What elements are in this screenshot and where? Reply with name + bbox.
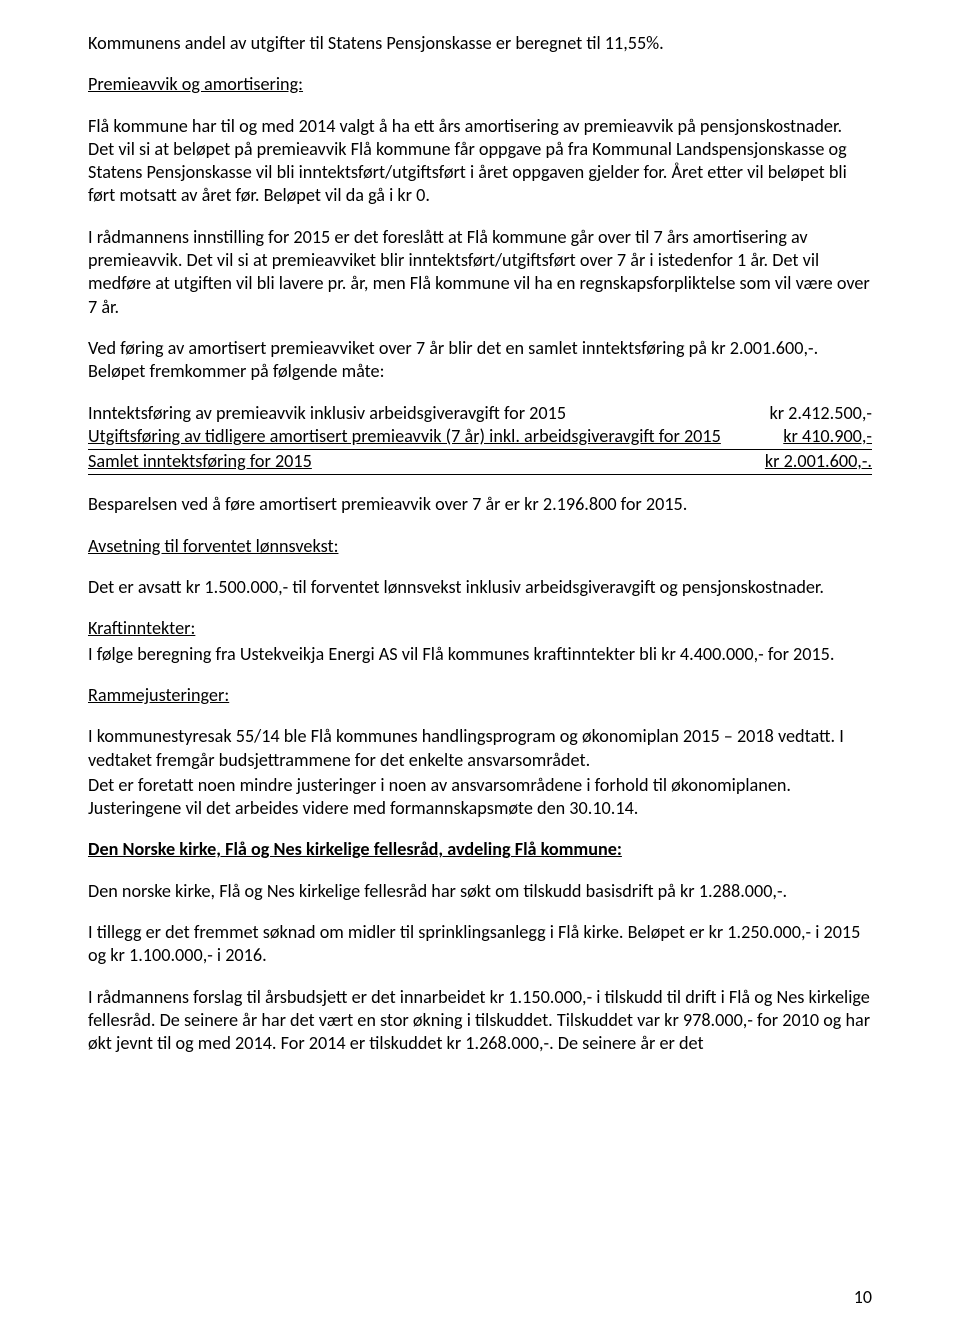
- paragraph: Ved føring av amortisert premieavviket o…: [88, 337, 872, 384]
- paragraph: I kommunestyresak 55/14 ble Flå kommunes…: [88, 725, 872, 772]
- paragraph: Besparelsen ved å føre amortisert premie…: [88, 493, 872, 516]
- amount-lines: Inntektsføring av premieavvik inklusiv a…: [88, 402, 872, 476]
- amount-row: Inntektsføring av premieavvik inklusiv a…: [88, 402, 872, 425]
- heading-premieavvik: Premieavvik og amortisering:: [88, 73, 872, 96]
- heading-kirke: Den Norske kirke, Flå og Nes kirkelige f…: [88, 838, 872, 861]
- page-number: 10: [854, 1286, 872, 1309]
- paragraph: I følge beregning fra Ustekveikja Energi…: [88, 643, 872, 666]
- paragraph: I rådmannens innstilling for 2015 er det…: [88, 226, 872, 319]
- amount-value: kr 410.900,-: [775, 425, 872, 448]
- paragraph: Kommunens andel av utgifter til Statens …: [88, 32, 872, 55]
- paragraph: Flå kommune har til og med 2014 valgt å …: [88, 115, 872, 208]
- paragraph: Den norske kirke, Flå og Nes kirkelige f…: [88, 880, 872, 903]
- paragraph: Det er avsatt kr 1.500.000,- til forvent…: [88, 576, 872, 599]
- amount-label: Utgiftsføring av tidligere amortisert pr…: [88, 425, 775, 448]
- amount-label: Inntektsføring av premieavvik inklusiv a…: [88, 402, 761, 425]
- heading-avsetning: Avsetning til forventet lønnsvekst:: [88, 535, 872, 558]
- document-page: Kommunens andel av utgifter til Statens …: [0, 0, 960, 1331]
- amount-row: Utgiftsføring av tidligere amortisert pr…: [88, 425, 872, 450]
- amount-value: kr 2.001.600,-.: [757, 450, 872, 473]
- paragraph: I tillegg er det fremmet søknad om midle…: [88, 921, 872, 968]
- heading-rammejusteringer: Rammejusteringer:: [88, 684, 872, 707]
- amount-row-total: Samlet inntektsføring for 2015 kr 2.001.…: [88, 450, 872, 475]
- amount-value: kr 2.412.500,-: [761, 402, 872, 425]
- heading-kraftinntekter: Kraftinntekter:: [88, 617, 872, 640]
- amount-label: Samlet inntektsføring for 2015: [88, 450, 757, 473]
- paragraph: Det er foretatt noen mindre justeringer …: [88, 774, 872, 821]
- paragraph: I rådmannens forslag til årsbudsjett er …: [88, 986, 872, 1056]
